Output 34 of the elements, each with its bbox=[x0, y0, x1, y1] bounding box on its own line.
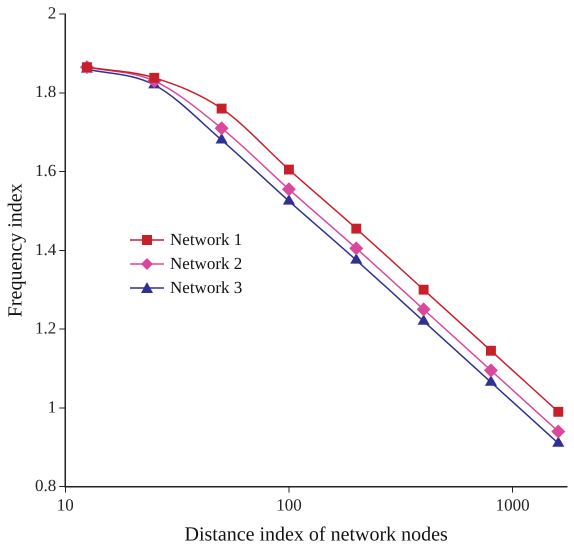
point bbox=[486, 346, 496, 356]
point bbox=[551, 424, 566, 438]
point bbox=[149, 72, 160, 83]
point bbox=[282, 182, 296, 196]
point bbox=[416, 302, 431, 316]
point bbox=[552, 436, 564, 447]
legend-label: Network 1 bbox=[170, 229, 242, 251]
y-tick-label: 1.2 bbox=[35, 318, 56, 338]
y-tick-label: 2 bbox=[48, 3, 56, 22]
point bbox=[214, 121, 229, 136]
point bbox=[553, 406, 564, 417]
y-axis-title: Frequency index bbox=[4, 183, 26, 318]
legend-label: Network 2 bbox=[170, 253, 242, 275]
x-tick-label: 100 bbox=[276, 495, 302, 514]
y-tick-label: 1.4 bbox=[35, 240, 57, 259]
legend-label: Network 3 bbox=[170, 277, 242, 299]
point bbox=[284, 164, 294, 175]
point bbox=[484, 363, 498, 378]
y-tick-label: 0.8 bbox=[35, 476, 56, 496]
point bbox=[418, 314, 430, 325]
point bbox=[418, 284, 429, 295]
point bbox=[351, 224, 362, 234]
point bbox=[216, 104, 227, 114]
y-tick-label: 1.8 bbox=[35, 82, 56, 102]
y-tick-label: 1.6 bbox=[35, 161, 56, 180]
point bbox=[282, 194, 296, 205]
x-tick-label: 1000 bbox=[496, 495, 530, 514]
point bbox=[350, 253, 362, 264]
x-tick-label: 10 bbox=[56, 495, 74, 514]
y-tick-label: 1 bbox=[48, 397, 56, 416]
x-axis-title: Distance index of network nodes bbox=[184, 523, 448, 546]
point bbox=[349, 241, 364, 256]
point bbox=[484, 375, 498, 386]
point bbox=[216, 133, 228, 144]
